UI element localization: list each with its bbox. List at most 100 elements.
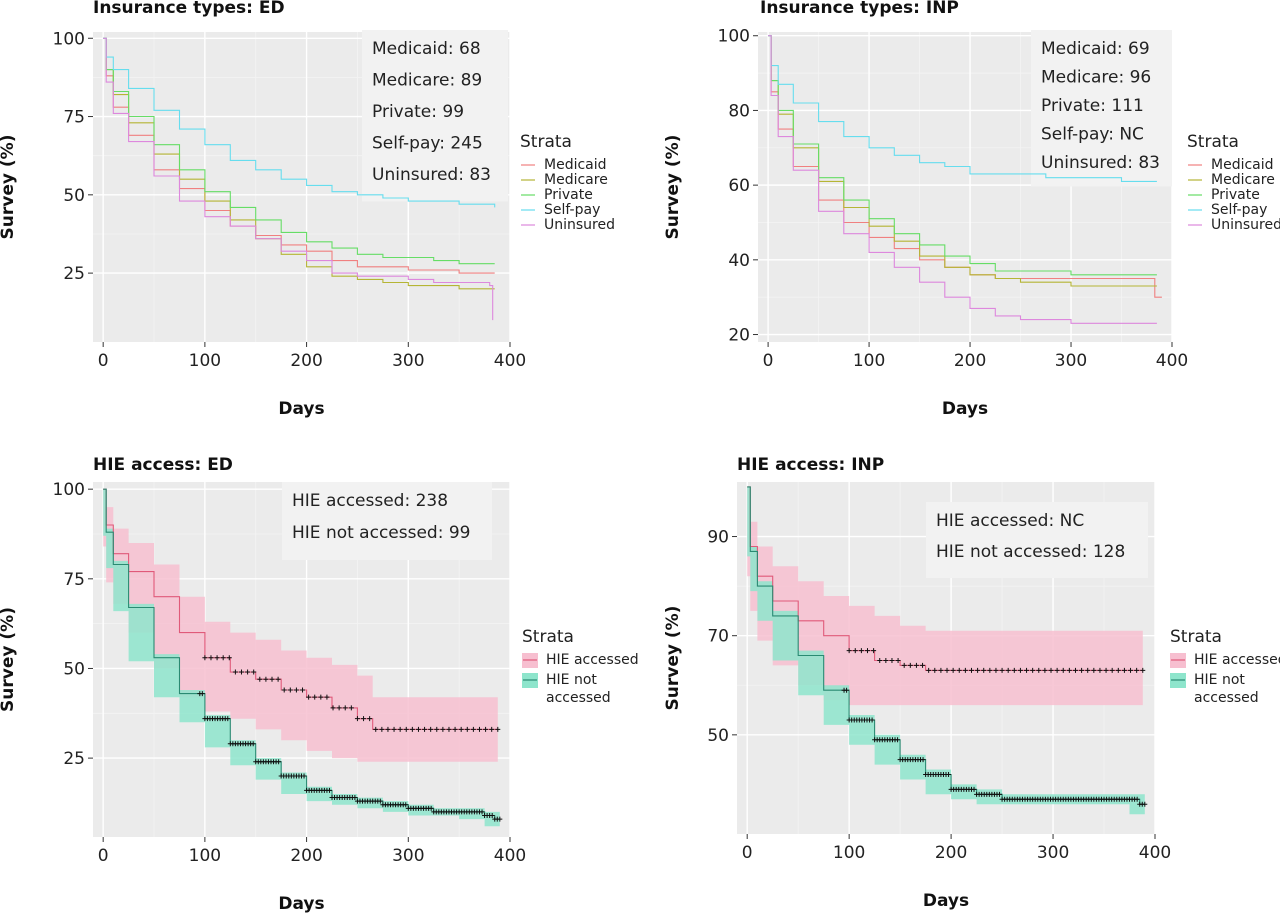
- x-axis-title: Days: [942, 399, 988, 419]
- annotation-text: Medicare: 89: [372, 71, 482, 91]
- censor-mark: [920, 757, 926, 763]
- annotation-box: [926, 502, 1148, 578]
- legend-label: Medicaid: [1211, 157, 1274, 173]
- censor-mark: [1115, 667, 1121, 673]
- annotation-text: Private: 99: [372, 102, 464, 122]
- censor-mark: [895, 737, 901, 743]
- censor-mark: [342, 705, 348, 711]
- censor-mark: [1121, 667, 1127, 673]
- censor-mark: [287, 687, 293, 693]
- legend-label: accessed: [1194, 690, 1259, 706]
- censor-mark: [1079, 667, 1085, 673]
- x-tick-label: 200: [954, 351, 986, 371]
- censor-mark: [403, 726, 409, 732]
- censor-mark: [263, 676, 269, 682]
- y-tick-label: 60: [728, 176, 750, 196]
- annotation-text: HIE accessed: NC: [936, 511, 1084, 531]
- censor-mark: [391, 726, 397, 732]
- x-tick-label: 400: [1156, 351, 1188, 371]
- censor-mark: [452, 726, 458, 732]
- x-axis-title: Days: [278, 399, 324, 419]
- censor-mark: [869, 717, 875, 723]
- x-tick-label: 0: [742, 843, 753, 863]
- annotation-box: [362, 30, 508, 202]
- chart-title: HIE access: INP: [737, 455, 884, 475]
- censor-mark: [895, 657, 901, 663]
- censor-mark: [293, 687, 299, 693]
- x-tick-label: 300: [1037, 843, 1069, 863]
- y-tick-label: 25: [63, 749, 85, 769]
- censor-mark: [415, 726, 421, 732]
- censor-mark: [1042, 667, 1048, 673]
- censor-mark: [1030, 667, 1036, 673]
- censor-mark: [476, 726, 482, 732]
- censor-mark: [913, 662, 919, 668]
- series-line-0: [103, 488, 498, 730]
- censor-mark: [926, 667, 932, 673]
- x-axis-title: Days: [278, 894, 324, 913]
- censor-mark: [354, 716, 360, 722]
- annotation-text: Medicaid: 68: [372, 39, 481, 59]
- annotation-text: Medicare: 96: [1041, 68, 1151, 88]
- censor-mark: [981, 667, 987, 673]
- legend-label: HIE accessed: [1194, 652, 1280, 668]
- censor-mark: [950, 667, 956, 673]
- censor-mark: [245, 669, 251, 675]
- chart-panel-3: 0 100 200 300 400 25 50 75 100 HIE accessed: 238 H…: [0, 455, 639, 913]
- legend-label: Medicare: [1211, 172, 1275, 188]
- censor-mark: [497, 816, 503, 822]
- legend-label: Private: [544, 187, 593, 203]
- censor-mark: [397, 726, 403, 732]
- censor-mark: [348, 705, 354, 711]
- censor-mark: [858, 648, 864, 654]
- censor-mark: [946, 772, 952, 778]
- censor-mark: [1024, 667, 1030, 673]
- censor-mark: [361, 716, 367, 722]
- y-tick-label: 75: [63, 108, 85, 128]
- censor-mark: [300, 687, 306, 693]
- x-tick-label: 0: [98, 846, 109, 866]
- censor-mark: [1048, 667, 1054, 673]
- censor-mark: [1134, 667, 1140, 673]
- censor-mark: [251, 669, 257, 675]
- censor-mark: [199, 691, 205, 697]
- censor-mark: [225, 716, 231, 722]
- censor-mark: [275, 676, 281, 682]
- y-tick-label: 70: [707, 627, 729, 647]
- censor-mark: [495, 726, 501, 732]
- censor-mark: [852, 648, 858, 654]
- censor-mark: [446, 726, 452, 732]
- censor-mark: [281, 687, 287, 693]
- y-tick-label: 50: [63, 186, 85, 206]
- censor-mark: [987, 667, 993, 673]
- x-tick-label: 300: [392, 846, 424, 866]
- censor-mark: [257, 676, 263, 682]
- x-tick-label: 100: [853, 351, 885, 371]
- y-tick-label: 25: [63, 264, 85, 284]
- censor-mark: [428, 805, 434, 811]
- censor-mark: [997, 791, 1003, 797]
- censor-mark: [907, 662, 913, 668]
- series-line-2: [768, 35, 1157, 276]
- y-tick-label: 75: [63, 570, 85, 590]
- censor-mark: [377, 798, 383, 804]
- legend-label: Medicaid: [544, 157, 607, 173]
- chart-panel-2: 0 100 200 300 400 20 40 60 80 100 Medicaid: 69 Medi…: [663, 0, 1280, 419]
- x-tick-label: 200: [290, 846, 322, 866]
- censor-mark: [1066, 667, 1072, 673]
- x-tick-label: 400: [494, 351, 526, 371]
- censor-mark: [352, 795, 358, 801]
- legend-label: HIE accessed: [546, 652, 639, 668]
- y-axis-title: Survey (%): [0, 135, 18, 240]
- x-tick-label: 100: [189, 846, 221, 866]
- x-tick-label: 300: [1055, 351, 1087, 371]
- censor-mark: [1085, 667, 1091, 673]
- censor-mark: [1060, 667, 1066, 673]
- censor-mark: [846, 648, 852, 654]
- censor-mark: [373, 726, 379, 732]
- censor-mark: [1103, 667, 1109, 673]
- censor-mark: [336, 705, 342, 711]
- censor-mark: [202, 655, 208, 661]
- x-tick-label: 400: [494, 846, 526, 866]
